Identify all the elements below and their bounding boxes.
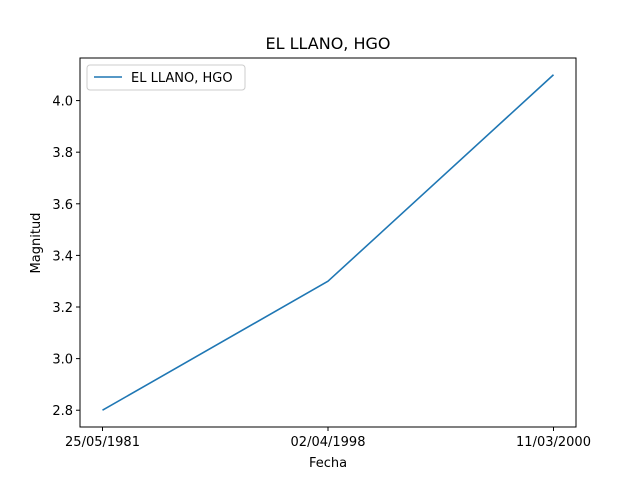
plot-frame bbox=[79, 57, 577, 428]
y-tick-label: 2.8 bbox=[52, 404, 73, 419]
y-tick-label: 3.8 bbox=[52, 146, 73, 161]
y-tick-label: 3.6 bbox=[52, 198, 73, 213]
y-tick-label: 4.0 bbox=[52, 95, 73, 110]
chart-title: EL LLANO, HGO bbox=[265, 34, 390, 53]
y-axis-ticks: 2.8 3.0 3.2 3.4 3.6 3.8 4.0 bbox=[52, 95, 80, 419]
series-layer bbox=[102, 74, 555, 411]
y-tick-label: 3.2 bbox=[52, 301, 73, 316]
legend-box bbox=[86, 64, 246, 91]
x-axis-label: Fecha bbox=[309, 456, 347, 471]
legend-label: EL LLANO, HGO bbox=[131, 71, 233, 86]
y-tick-label: 3.0 bbox=[52, 353, 73, 368]
x-tick-label: 02/04/1998 bbox=[291, 435, 366, 450]
x-tick-label: 11/03/2000 bbox=[516, 435, 591, 450]
y-tick-label: 3.4 bbox=[52, 249, 73, 264]
x-axis-ticks: 25/05/1981 02/04/1998 11/03/2000 bbox=[65, 427, 591, 450]
legend: EL LLANO, HGO bbox=[86, 64, 246, 91]
y-axis-label: Magnitud bbox=[29, 213, 44, 274]
x-tick-label: 25/05/1981 bbox=[65, 435, 140, 450]
series-line bbox=[102, 74, 555, 411]
